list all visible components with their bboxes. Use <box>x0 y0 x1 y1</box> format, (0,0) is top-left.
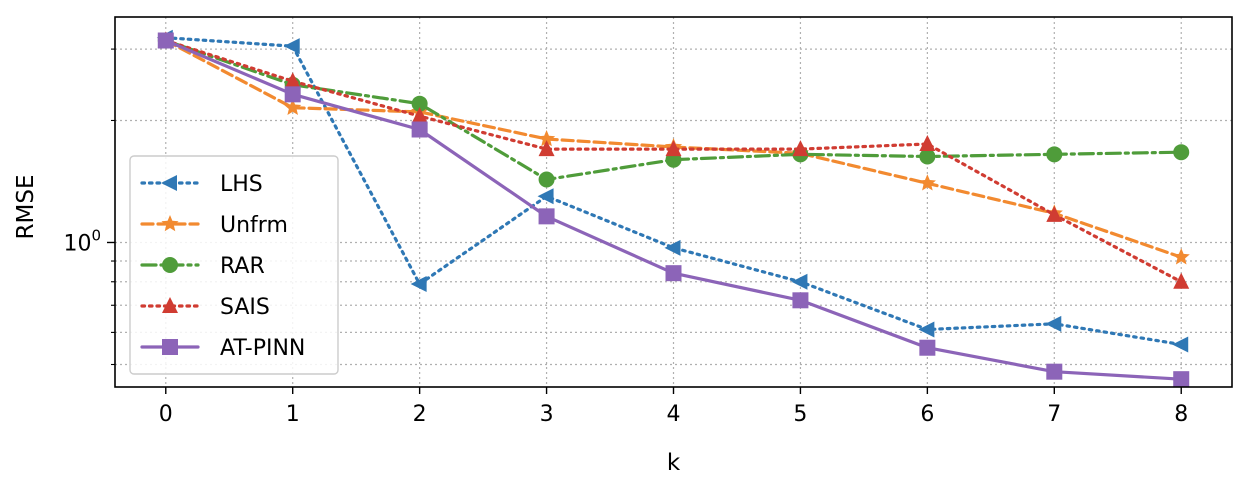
x-axis-ticks: 0 1 2 3 4 5 6 7 8 <box>159 387 1188 427</box>
legend-label: RAR <box>220 254 265 279</box>
series-line <box>164 38 1183 284</box>
x-tick-label: 4 <box>667 402 681 427</box>
x-tick-label: 2 <box>413 402 427 427</box>
x-tick-label: 6 <box>920 402 934 427</box>
legend-item: SAIS <box>140 295 270 320</box>
data-point <box>538 140 555 157</box>
x-tick-label: 1 <box>286 402 300 427</box>
data-point <box>538 130 556 147</box>
legend-label: AT-PINN <box>220 336 305 361</box>
data-point <box>1172 336 1189 353</box>
data-point <box>537 188 554 205</box>
data-point <box>284 86 301 103</box>
data-point <box>284 72 301 89</box>
legend-marker <box>161 175 177 191</box>
x-tick-label: 3 <box>540 402 554 427</box>
data-point <box>1172 248 1190 265</box>
data-point <box>1173 371 1190 388</box>
data-point <box>411 95 428 112</box>
legend-box <box>129 155 339 375</box>
data-point <box>538 208 555 225</box>
data-point <box>157 32 174 49</box>
y-axis-label: RMSE <box>13 175 39 240</box>
data-point <box>792 292 809 309</box>
legend-label: LHS <box>220 172 263 197</box>
legend-marker <box>162 339 178 355</box>
data-point <box>791 273 808 290</box>
x-tick-label: 0 <box>159 402 173 427</box>
legend-item: RAR <box>140 254 265 279</box>
data-point <box>410 275 427 292</box>
data-point <box>411 121 428 138</box>
data-point <box>283 38 300 55</box>
data-point <box>1045 315 1062 332</box>
data-point <box>284 98 302 116</box>
data-point <box>1173 144 1190 161</box>
data-point <box>919 134 936 151</box>
data-point <box>1173 272 1190 289</box>
data-point <box>665 140 682 157</box>
legend-item: LHS <box>140 172 263 197</box>
legend-marker <box>162 257 178 273</box>
x-tick-label: 8 <box>1174 402 1188 427</box>
x-tick-label: 7 <box>1047 402 1061 427</box>
y-axis-ticks: 100 <box>63 48 115 366</box>
series-layer <box>156 29 1190 388</box>
legend: LHS Unfrm RAR SAIS AT-PINN <box>129 155 339 375</box>
legend-marker <box>161 215 179 232</box>
data-point <box>1046 205 1063 222</box>
legend-marker <box>162 297 178 313</box>
data-point <box>664 239 681 256</box>
data-point <box>919 339 936 356</box>
data-point <box>918 321 935 338</box>
y-tick-label-main: 100 <box>63 226 101 256</box>
series-line <box>164 36 1183 347</box>
legend-label: Unfrm <box>220 213 288 238</box>
x-axis-label: k <box>667 450 681 476</box>
legend-label: SAIS <box>220 295 270 320</box>
data-point <box>411 107 428 124</box>
legend-item: AT-PINN <box>140 336 305 361</box>
data-point <box>919 148 936 165</box>
data-point <box>918 174 936 191</box>
legend-item: Unfrm <box>140 213 288 238</box>
data-point <box>665 265 682 282</box>
data-point <box>1046 363 1063 380</box>
x-tick-label: 5 <box>793 402 807 427</box>
series-at-pinn <box>157 32 1190 388</box>
data-point <box>538 171 555 188</box>
data-point <box>792 140 809 157</box>
data-point <box>1046 146 1063 163</box>
